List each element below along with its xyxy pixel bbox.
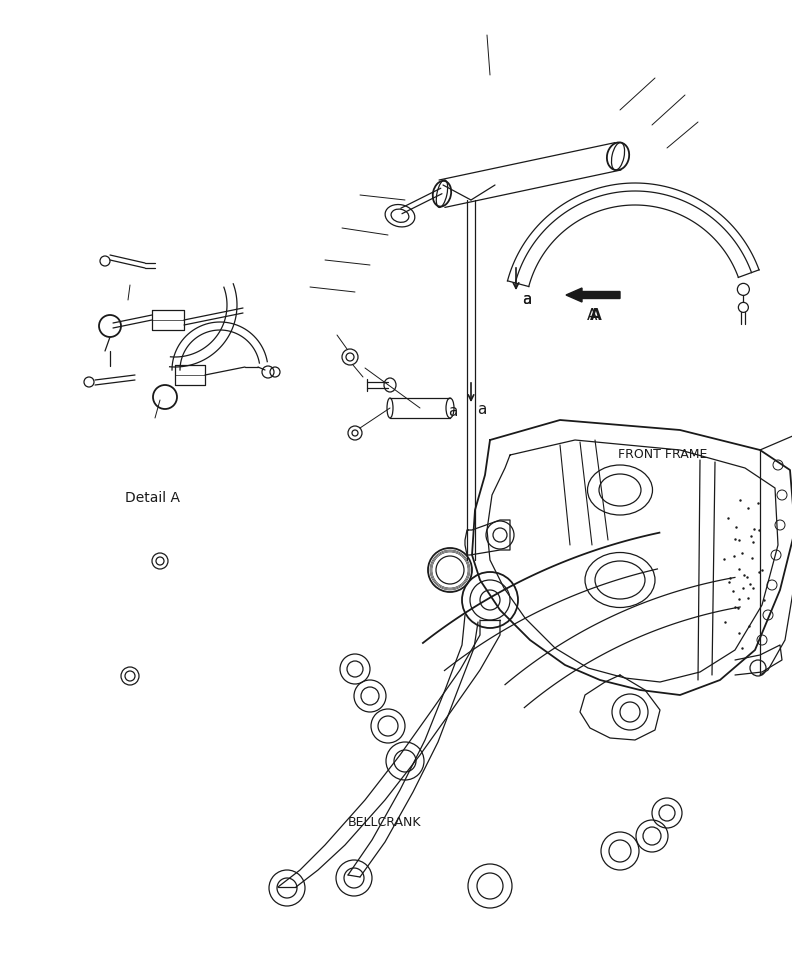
Text: A: A xyxy=(590,308,602,323)
Text: a: a xyxy=(448,405,457,420)
Text: FRONT FRAME: FRONT FRAME xyxy=(618,449,707,461)
FancyArrow shape xyxy=(566,288,620,302)
Text: A: A xyxy=(587,308,597,324)
Text: a: a xyxy=(522,292,531,308)
Text: BELLCRANK: BELLCRANK xyxy=(348,816,421,828)
Text: Detail A: Detail A xyxy=(125,491,180,505)
Text: a: a xyxy=(477,403,486,417)
Text: a: a xyxy=(522,292,531,308)
